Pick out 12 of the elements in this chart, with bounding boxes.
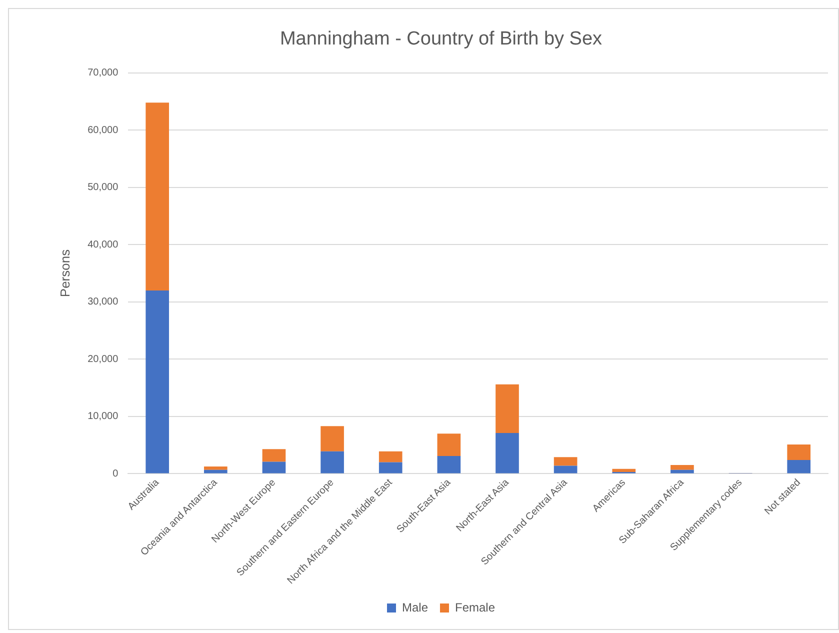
chart-title: Manningham - Country of Birth by Sex	[280, 28, 603, 50]
legend-label: Female	[455, 600, 496, 614]
y-tick-label: 40,000	[88, 239, 119, 250]
legend-label: Male	[402, 600, 428, 614]
y-tick-label: 60,000	[88, 124, 119, 136]
y-axis-title: Persons	[57, 248, 72, 298]
y-tick-label: 30,000	[88, 296, 119, 308]
y-tick-label: 0	[112, 468, 119, 480]
y-tick-label: 20,000	[88, 354, 119, 365]
y-tick-label: 50,000	[88, 182, 119, 194]
y-tick-label: 10,000	[88, 411, 119, 422]
y-tick-label: 70,000	[88, 68, 119, 79]
